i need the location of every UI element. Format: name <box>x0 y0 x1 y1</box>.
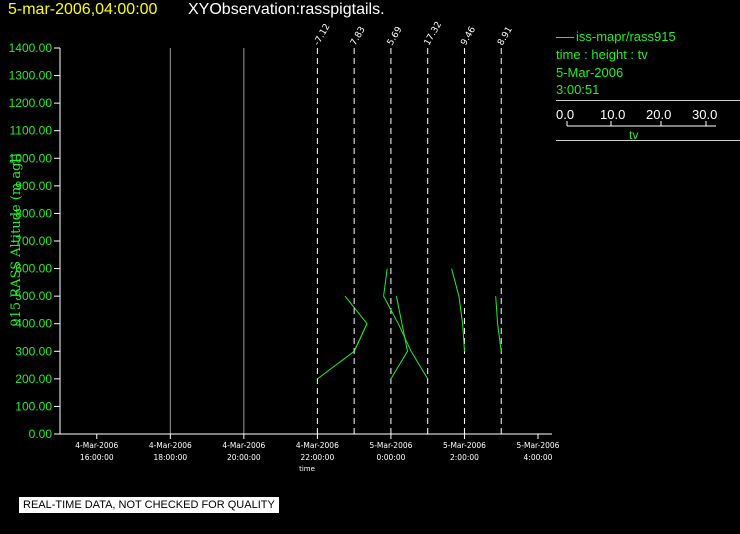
pigtail-labels: -7.12 7.83 5.69 17.32 9.46 8.91 <box>312 20 515 47</box>
legend-axes-desc: time : height : tv <box>556 47 648 62</box>
x-tick-time-0: 16:00:00 <box>80 453 114 462</box>
pigtail-trace-3 <box>383 268 429 380</box>
y-tick-label-5: 500.00 <box>15 289 52 303</box>
pigtail-series <box>316 48 502 434</box>
x-tick-time-6: 4:00:00 <box>524 453 553 462</box>
y-tick-label-11: 1100.00 <box>10 124 53 138</box>
y-tick-label-12: 1200.00 <box>9 96 53 110</box>
observation-time: 5-mar-2006,04:00:00 <box>8 1 158 18</box>
y-tick-label-7: 700.00 <box>15 234 52 248</box>
x-tick-date-5: 5-Mar-2006 <box>443 441 486 450</box>
legend-date: 5-Mar-2006 <box>556 65 624 80</box>
observation-title: XYObservation:rasspigtails. <box>188 1 385 18</box>
y-tick-label-6: 600.00 <box>15 262 52 276</box>
grid-lines <box>169 48 245 434</box>
x-tick-date-2: 4-Mar-2006 <box>222 441 265 450</box>
pigtail-label-3: 17.32 <box>423 20 445 47</box>
pigtail-label-1: 7.83 <box>349 25 368 47</box>
x-tick-date-1: 4-Mar-2006 <box>149 441 192 450</box>
colorbar-tick-3: 30.0 <box>692 107 718 122</box>
x-tick-date-0: 4-Mar-2006 <box>75 441 118 450</box>
pigtail-label-5: 8.91 <box>496 25 515 47</box>
colorbar-tick-2: 20.0 <box>646 107 672 122</box>
y-tick-label-8: 800.00 <box>15 206 52 220</box>
y-ticks: 0.00 100.00 200.00 300.00 400.00 500.00 600.00… <box>9 41 60 441</box>
pigtail-trace-5 <box>495 296 502 352</box>
pigtail-trace-1 <box>353 323 368 352</box>
x-ticks: 4-Mar-2006 16:00:00 4-Mar-2006 18:00:00 4-Ma… <box>75 434 560 462</box>
y-tick-label-13: 1300.00 <box>9 69 53 83</box>
colorbar-tick-0: 0.0 <box>556 107 575 122</box>
y-tick-label-0: 0.00 <box>29 427 53 441</box>
x-tick-time-1: 18:00:00 <box>153 453 187 462</box>
pigtail-label-0: -7.12 <box>312 22 332 47</box>
y-tick-label-3: 300.00 <box>15 344 52 358</box>
quality-notice: REAL-TIME DATA, NOT CHECKED FOR QUALITY <box>18 496 280 514</box>
y-axis-label: 915 RASS Altitude (m agl) <box>9 153 24 326</box>
legend-divider-top <box>556 100 740 101</box>
colorbar-scale <box>566 121 716 127</box>
x-tick-time-4: 0:00:00 <box>376 453 405 462</box>
pigtail-trace-2 <box>390 296 409 380</box>
pigtail-trace-4 <box>451 268 465 352</box>
y-tick-label-9: 900.00 <box>15 179 52 193</box>
y-tick-label-2: 200.00 <box>15 372 52 386</box>
legend-clock: 3:00:51 <box>556 82 600 97</box>
pigtail-trace-0 <box>317 295 368 380</box>
x-tick-date-6: 5-Mar-2006 <box>517 441 560 450</box>
legend-divider-bottom <box>556 140 740 141</box>
x-tick-date-3: 4-Mar-2006 <box>296 441 339 450</box>
y-tick-label-4: 400.00 <box>15 317 52 331</box>
y-tick-label-1: 100.00 <box>15 399 52 413</box>
axes <box>59 48 552 435</box>
colorbar-tick-1: 10.0 <box>600 107 626 122</box>
legend-series-label: iss-mapr/rass915 <box>576 29 676 44</box>
pigtail-label-2: 5.69 <box>386 25 405 48</box>
x-tick-date-4: 5-Mar-2006 <box>369 441 412 450</box>
y-tick-label-10: 1000.00 <box>9 151 53 165</box>
x-tick-time-5: 2:00:00 <box>450 453 479 462</box>
pigtail-label-4: 9.46 <box>459 25 478 48</box>
legend-series: iss-mapr/rass915 <box>556 28 676 45</box>
y-tick-label-14: 1400.00 <box>9 41 53 55</box>
colorbar-name: tv <box>629 128 639 142</box>
x-tick-time-2: 20:00:00 <box>227 453 261 462</box>
legend-swatch <box>556 37 574 39</box>
x-tick-time-3: 22:00:00 <box>301 453 335 462</box>
x-axis-label: time <box>299 465 315 473</box>
